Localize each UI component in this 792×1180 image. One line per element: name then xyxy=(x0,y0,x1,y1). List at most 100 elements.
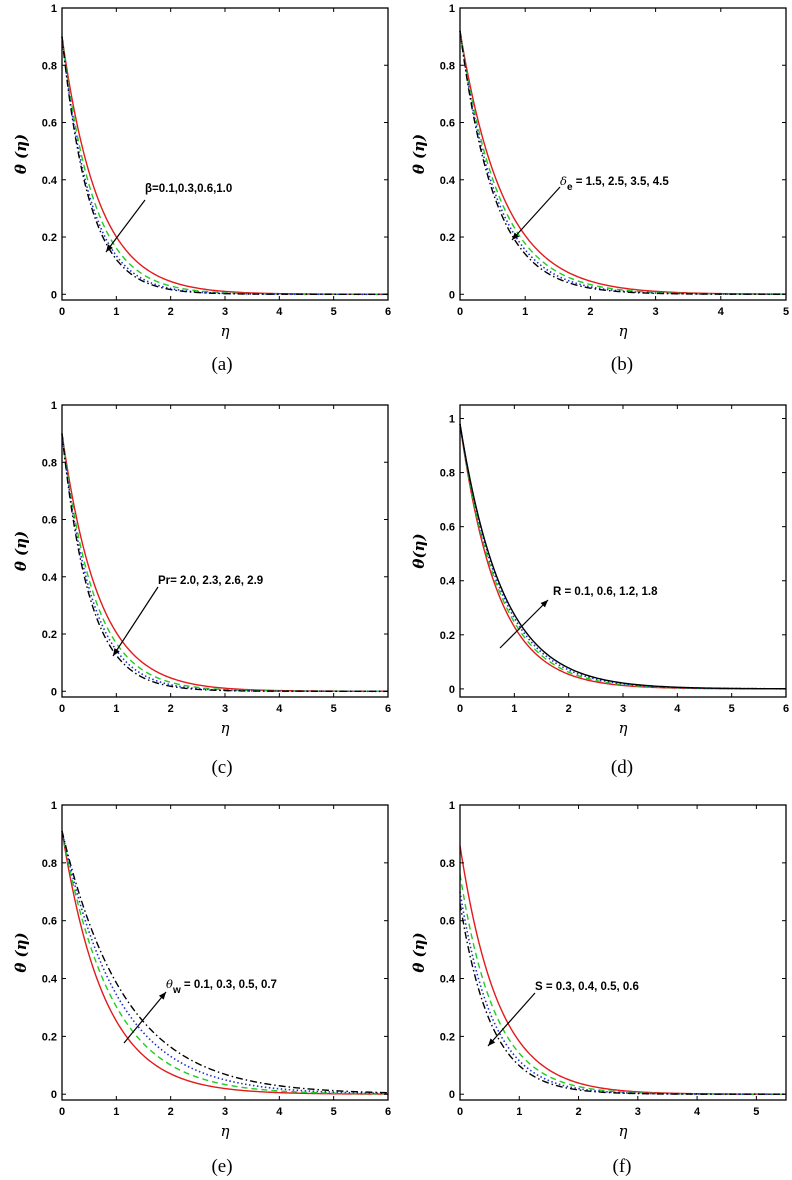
series-line-4 xyxy=(459,423,787,690)
x-tick-label: 5 xyxy=(753,1106,759,1118)
y-tick-label: 0.4 xyxy=(42,572,58,584)
series-line-1 xyxy=(61,830,388,1095)
series-line-3 xyxy=(459,30,786,296)
x-tick-label: 1 xyxy=(113,703,119,715)
series-line-4 xyxy=(61,433,388,692)
panel-label: (e) xyxy=(211,1156,232,1177)
y-tick-label: 0 xyxy=(51,289,57,301)
series-line-3 xyxy=(61,433,388,693)
x-tick-label: 3 xyxy=(222,1106,228,1118)
x-axis-label: η xyxy=(221,322,230,340)
series-line-3 xyxy=(61,830,389,1095)
plot-frame xyxy=(459,7,787,301)
x-tick-label: 6 xyxy=(385,703,391,715)
y-tick-label: 0 xyxy=(449,289,455,301)
x-tick-label: 5 xyxy=(331,306,337,318)
x-tick-label: 2 xyxy=(168,1106,174,1118)
y-tick-label: 0.2 xyxy=(42,1031,57,1043)
chart-panel-f: 0 1 2 3 4 5 0 0.2 0.4 0.6 0.8 1 θ (η) η (f) S = 0.3, 0.… xyxy=(410,800,787,1177)
x-tick-label: 4 xyxy=(276,703,283,715)
x-tick-label: 6 xyxy=(783,703,789,715)
x-tick-label: 0 xyxy=(457,703,463,715)
y-tick-label: 1 xyxy=(51,400,57,412)
annotation-label: δe = 1.5, 2.5, 3.5, 4.5 xyxy=(560,174,669,193)
annotation-symbol: δ xyxy=(560,174,567,188)
plot-frame xyxy=(459,804,787,1101)
annotation-arrow xyxy=(487,992,536,1047)
series-line-4 xyxy=(459,903,786,1095)
chart-panel-d: 0 1 2 3 4 5 6 0 0.2 0.4 0.6 0.8 1 θ(η) η (d) R = 0.1, 0.… xyxy=(410,404,789,778)
x-tick-label: 6 xyxy=(385,1106,391,1118)
y-tick-label: 0.2 xyxy=(42,629,57,641)
x-tick-label: 3 xyxy=(620,703,626,715)
x-tick-label: 2 xyxy=(587,306,593,318)
y-tick-label: 0.2 xyxy=(440,1031,455,1043)
y-tick-label: 0.4 xyxy=(440,576,456,588)
y-tick-label: 0.6 xyxy=(440,118,455,130)
y-tick-label: 0 xyxy=(51,1089,57,1101)
annotation-values: = 0.1, 0.3, 0.5, 0.7 xyxy=(181,979,277,991)
series-line-2 xyxy=(61,433,388,692)
series-line-4 xyxy=(459,30,786,295)
y-tick-label: 0 xyxy=(449,684,455,696)
x-tick-label: 5 xyxy=(729,703,735,715)
y-axis-label: θ (η) xyxy=(410,932,428,972)
annotation-label: β=0.1,0.3,0.6,1.0 xyxy=(145,183,232,195)
series-line-4 xyxy=(61,36,388,295)
y-tick-label: 0.8 xyxy=(440,858,455,870)
annotation-symbol: θ xyxy=(166,977,173,991)
x-axis-label: η xyxy=(619,719,628,737)
series-line-3 xyxy=(459,891,787,1096)
x-tick-label: 2 xyxy=(168,306,174,318)
y-tick-label: 0.2 xyxy=(440,232,455,244)
annotation-arrow xyxy=(112,586,159,657)
plot-frame xyxy=(459,404,787,698)
annotation-label: S = 0.3, 0.4, 0.5, 0.6 xyxy=(535,981,639,993)
chart-panel-c: 0 1 2 3 4 5 6 0 0.2 0.4 0.6 0.8 1 θ (η) η (c) Pr= 2.0, 2… xyxy=(12,400,391,778)
arrow-head xyxy=(540,600,548,608)
y-tick-label: 0.6 xyxy=(42,118,57,130)
y-tick-label: 0.8 xyxy=(42,60,57,72)
x-tick-label: 0 xyxy=(59,306,65,318)
arrow-head xyxy=(158,992,166,1000)
series-line-2 xyxy=(459,30,787,295)
y-tick-label: 1 xyxy=(449,800,455,812)
panel-label: (a) xyxy=(211,354,232,375)
series-line-1 xyxy=(459,845,787,1095)
y-axis-label: θ (η) xyxy=(12,932,30,972)
panel-label: (d) xyxy=(611,757,633,778)
x-tick-label: 5 xyxy=(331,703,337,715)
series-line-2 xyxy=(459,423,786,690)
x-tick-label: 5 xyxy=(331,1106,337,1118)
y-tick-label: 0.4 xyxy=(42,175,58,187)
x-tick-label: 1 xyxy=(522,306,528,318)
y-tick-label: 1 xyxy=(51,3,57,15)
chart-panel-e: 0 1 2 3 4 5 6 0 0.2 0.4 0.6 0.8 1 θ (η) η (e) θw = 0.1, … xyxy=(12,800,391,1177)
series-line-1 xyxy=(459,30,787,295)
y-tick-label: 0.8 xyxy=(42,457,57,469)
series-line-1 xyxy=(459,423,786,690)
panel-label: (c) xyxy=(211,757,232,778)
arrow-head xyxy=(488,1038,496,1046)
y-tick-label: 0.6 xyxy=(440,522,455,534)
panel-label: (b) xyxy=(611,354,633,375)
y-tick-label: 0.8 xyxy=(440,60,455,72)
x-tick-label: 2 xyxy=(566,703,572,715)
y-axis-label: θ (η) xyxy=(12,134,30,174)
series-line-2 xyxy=(61,830,389,1095)
x-axis-label: η xyxy=(221,719,230,737)
y-tick-label: 0.6 xyxy=(440,916,455,928)
x-tick-label: 3 xyxy=(222,306,228,318)
chart-panel-b: 0 1 2 3 4 5 0 0.2 0.4 0.6 0.8 1 θ (η) η (b) δe = 1.5, 2… xyxy=(410,3,789,375)
y-tick-label: 0.8 xyxy=(42,858,57,870)
annotation-arrow xyxy=(499,599,549,649)
x-tick-label: 6 xyxy=(385,306,391,318)
y-tick-label: 0.2 xyxy=(42,232,57,244)
y-tick-label: 1 xyxy=(449,3,455,15)
x-tick-label: 0 xyxy=(457,306,463,318)
x-tick-label: 3 xyxy=(653,306,659,318)
annotation-label: θw = 0.1, 0.3, 0.5, 0.7 xyxy=(166,977,277,996)
x-tick-label: 2 xyxy=(575,1106,581,1118)
arrow-head xyxy=(512,232,520,240)
